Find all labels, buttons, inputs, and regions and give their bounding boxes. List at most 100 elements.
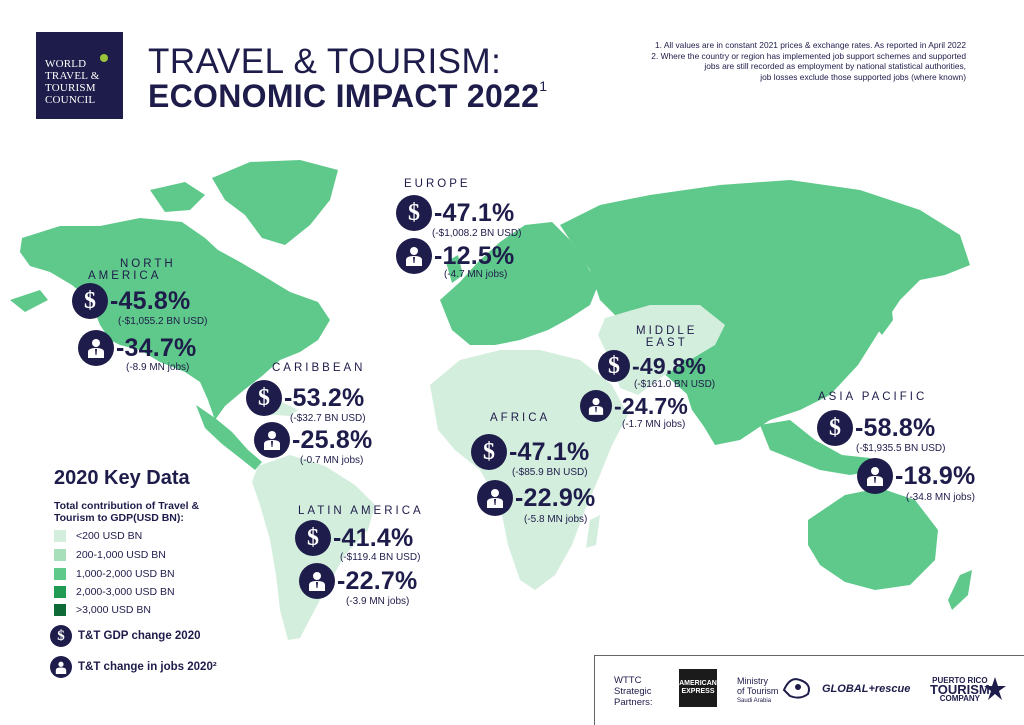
uk-shape: [446, 255, 463, 283]
prt-line: TOURISM: [930, 682, 990, 697]
africa-jobs: -22.9%: [477, 480, 595, 516]
region-name-caribbean: CARIBBEAN: [272, 362, 366, 374]
amex-logo: AMERICAN EXPRESS: [679, 669, 717, 707]
gdp-change-value: -49.8%: [632, 352, 707, 379]
person-icon: [857, 458, 893, 494]
region-name-middle-east: MIDDLE EAST: [636, 325, 697, 349]
dollar-icon: $: [817, 410, 853, 446]
legend-swatch: [54, 604, 66, 616]
page-title-line2: ECONOMIC IMPACT 20221: [148, 78, 547, 115]
jobs-change-amount: (-8.9 MN jobs): [126, 362, 190, 373]
legend-swatch: [54, 568, 66, 580]
prt-line: COMPANY: [939, 694, 980, 703]
caribbean-jobs: -25.8%: [254, 422, 372, 458]
amex-line: AMERICAN: [679, 680, 717, 687]
madagascar-shape: [586, 515, 600, 548]
region-name-line: EAST: [645, 337, 688, 349]
central-america-shape: [196, 405, 262, 470]
legend-label: >3,000 USD BN: [76, 604, 151, 616]
person-icon: [78, 330, 114, 366]
amex-line: EXPRESS: [681, 688, 715, 695]
legend-jobs-icon-item: T&T change in jobs 2020²: [50, 656, 217, 678]
north-america-jobs: -34.7%: [78, 330, 196, 366]
gdp-change-amount: (-$119.4 BN USD): [340, 552, 421, 563]
prt-line: PUERTO RICO: [932, 676, 988, 685]
dollar-icon: $: [295, 520, 331, 556]
region-name-latin-america: LATIN AMERICA: [298, 505, 424, 517]
legend-jobs-label: T&T change in jobs 2020²: [78, 661, 217, 673]
person-icon: [299, 563, 335, 599]
middle-east-jobs: -24.7%: [580, 390, 688, 422]
legend-item: >3,000 USD BN: [54, 604, 151, 616]
region-name-north-america: NORTH AMERICA: [88, 258, 176, 282]
gdp-change-amount: (-$1,008.2 BN USD): [432, 228, 522, 239]
europe-jobs: -12.5%: [396, 238, 514, 274]
asia-pacific-gdp: $ -58.8%: [817, 410, 935, 446]
region-name-line: NORTH: [120, 258, 176, 270]
region-name-europe: EUROPE: [404, 178, 471, 190]
key-data-subtitle: Total contribution of Travel & Tourism t…: [54, 500, 200, 524]
jobs-change-value: -18.9%: [895, 461, 976, 490]
latin-america-gdp: $ -41.4%: [295, 520, 413, 556]
ministry-of-tourism-logo: Ministry of Tourism Saudi Arabia: [737, 676, 778, 706]
gdp-change-value: -47.1%: [509, 437, 590, 466]
legend-swatch: [54, 530, 66, 542]
star-icon: [984, 677, 1006, 700]
wttc-logo: WORLD TRAVEL & TOURISM COUNCIL: [36, 32, 123, 119]
dollar-icon: $: [598, 350, 630, 382]
legend-swatch: [54, 586, 66, 598]
global-rescue-logo: GLOBAL+rescue: [822, 683, 911, 695]
north-america-shape: [20, 218, 330, 420]
jobs-change-amount: (-3.9 MN jobs): [346, 596, 410, 607]
jobs-change-amount: (-0.7 MN jobs): [300, 455, 364, 466]
gdp-change-amount: (-$161.0 BN USD): [634, 379, 716, 390]
legend-label: 1,000-2,000 USD BN: [76, 568, 175, 580]
caribbean-gdp: $ -53.2%: [246, 380, 364, 416]
partners-label-line: Partners:: [614, 697, 653, 708]
new-zealand-shape: [948, 570, 972, 610]
australia-shape: [808, 488, 938, 590]
jobs-change-value: -22.9%: [515, 483, 596, 512]
middle-east-shape: [598, 305, 725, 395]
dollar-icon: $: [246, 380, 282, 416]
gdp-change-amount: (-$1,935.5 BN USD): [856, 443, 946, 454]
asia-pacific-jobs: -18.9%: [857, 458, 975, 494]
logo-line: TOURISM: [45, 82, 96, 94]
footnotes: 1. All values are in constant 2021 price…: [586, 40, 966, 82]
jobs-change-value: -22.7%: [337, 566, 418, 595]
legend-item: 200-1,000 USD BN: [54, 549, 166, 561]
logo-line: WORLD: [45, 58, 87, 70]
person-icon: [254, 422, 290, 458]
dollar-icon: $: [396, 195, 432, 231]
india-shape: [682, 355, 738, 428]
partners-label-line: WTTC: [614, 675, 642, 686]
region-name-line: AMERICA: [88, 270, 162, 282]
jobs-change-value: -34.7%: [116, 333, 197, 362]
latin-america-jobs: -22.7%: [299, 563, 417, 599]
ministry-line: Saudi Arabia: [737, 698, 772, 704]
japan-shape: [874, 292, 893, 335]
gdp-change-value: -41.4%: [333, 523, 414, 552]
gdp-change-amount: (-$85.9 BN USD): [512, 467, 588, 478]
ministry-emblem-icon: [782, 678, 810, 699]
page-title-line1: TRAVEL & TOURISM:: [148, 42, 502, 81]
dollar-icon: $: [72, 283, 108, 319]
africa-gdp: $ -47.1%: [471, 434, 589, 470]
gdp-change-value: -53.2%: [284, 383, 365, 412]
person-icon: [477, 480, 513, 516]
legend-gdp-icon-item: $ T&T GDP change 2020: [50, 625, 201, 647]
footnote-line: job losses exclude those supported jobs …: [760, 71, 966, 82]
legend-label: 200-1,000 USD BN: [76, 549, 166, 561]
jobs-change-amount: (-4.7 MN jobs): [444, 269, 508, 280]
key-data-title: 2020 Key Data: [54, 467, 190, 489]
gdp-change-amount: (-$1,055.2 BN USD): [118, 316, 208, 327]
title-footnote-mark: 1: [539, 78, 548, 95]
legend-gdp-label: T&T GDP change 2020: [78, 630, 201, 642]
gdp-change-value: -58.8%: [855, 413, 936, 442]
greenland-shape: [212, 160, 338, 245]
region-name-africa: AFRICA: [490, 412, 551, 424]
region-name-asia-pacific: ASIA PACIFIC: [818, 391, 928, 403]
puerto-rico-tourism-logo: PUERTO RICO TOURISM COMPANY: [930, 676, 990, 703]
ministry-line: Ministry: [737, 676, 768, 686]
dollar-icon: $: [50, 625, 72, 647]
